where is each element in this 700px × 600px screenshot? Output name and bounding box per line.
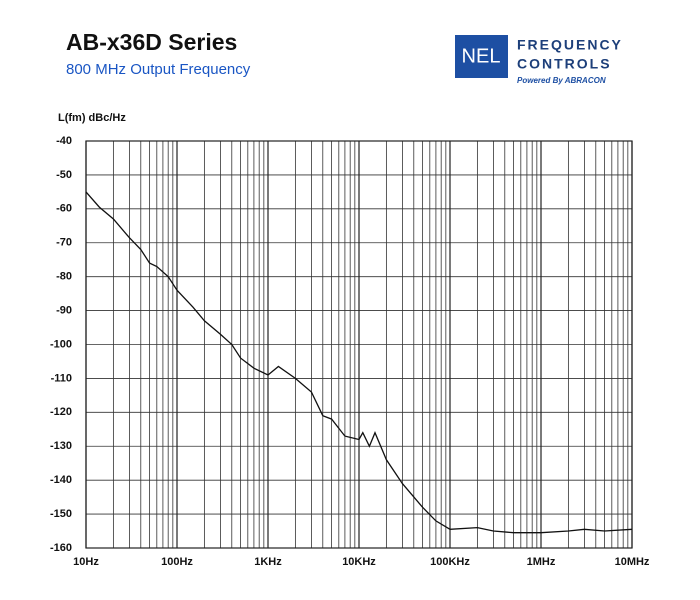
y-tick-label: -140 [50,474,72,486]
y-tick-label: -50 [56,169,72,181]
y-tick-label: -100 [50,338,72,350]
logo-badge-box [455,35,508,78]
x-tick-label: 1MHz [527,556,556,568]
x-tick-label: 100KHz [430,556,470,568]
y-tick-label: -80 [56,271,72,283]
y-tick-label: -130 [50,440,72,452]
logo-tagline: Powered By ABRACON [517,76,606,85]
logo-line: CONTROLS [517,56,612,72]
x-tick-label: 100Hz [161,556,193,568]
y-tick-label: -40 [56,135,72,147]
x-tick-label: 10MHz [615,556,650,568]
data-line [85,191,633,534]
chart-title: AB-x36D Series [66,29,237,55]
x-tick-label: 10KHz [342,556,376,568]
y-tick-label: -70 [56,237,72,249]
y-tick-label: -120 [50,406,72,418]
y-tick-label: -60 [56,203,72,215]
y-tick-label: -110 [51,372,72,384]
x-tick-label: 10Hz [73,556,99,568]
logo-badge: NEL [462,45,501,67]
y-tick-label: -90 [56,304,72,316]
y-tick-label: -160 [50,542,72,554]
y-tick-label: -150 [50,508,72,520]
chart-subtitle: 800 MHz Output Frequency [66,61,251,78]
x-tick-label: 1KHz [254,556,282,568]
logo-line: FREQUENCY [517,37,623,53]
plot-frame [85,140,633,549]
y-axis-label: L(fm) dBc/Hz [58,112,126,124]
